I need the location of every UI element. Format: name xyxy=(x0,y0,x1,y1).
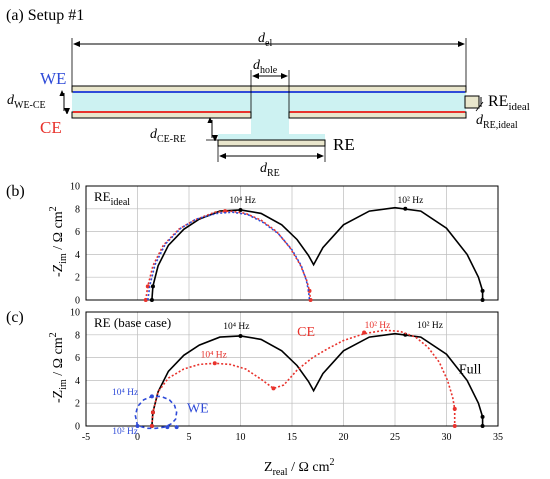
x-tick-label: 35 xyxy=(493,432,503,443)
data-point-we xyxy=(165,425,170,430)
y-axis-title: -Zim / Ω cm2 xyxy=(48,206,69,277)
panel-b-nyquist-plot: 0 2 4 6 8 10 -Zim / Ω cm2 (b) REideal 10⁴ Hz 10² H… xyxy=(6,182,499,307)
frequency-annotation: 10² Hz xyxy=(112,427,138,437)
data-point-we xyxy=(149,394,154,399)
series-line-we xyxy=(134,395,178,430)
y-tick-label: 8 xyxy=(75,330,80,341)
y-tick-label: 2 xyxy=(75,273,80,284)
x-tick-label: 5 xyxy=(187,432,192,443)
d-we-ce-label: dWE-CE xyxy=(7,93,46,111)
data-point-full xyxy=(480,424,485,428)
panel-label: (c) xyxy=(6,309,24,326)
x-tick-label: 20 xyxy=(339,432,349,443)
frequency-annotation: 10⁴ Hz xyxy=(223,322,249,332)
series-line-full xyxy=(151,332,484,427)
data-point-ce xyxy=(452,424,457,428)
data-point-full xyxy=(480,414,485,419)
y-tick-label: 6 xyxy=(75,227,80,238)
y-tick-label: 8 xyxy=(75,204,80,215)
setup-title: (a) Setup #1 xyxy=(6,7,84,24)
data-point-full xyxy=(480,298,485,302)
d-ce-re-label: dCE-RE xyxy=(150,127,186,145)
y-axis-title: -Zim / Ω cm2 xyxy=(48,332,69,403)
legend-text: RE (base case) xyxy=(94,315,171,330)
frequency-annotation: 10² Hz xyxy=(398,196,424,206)
y-tick-label: 4 xyxy=(75,376,80,387)
electrolyte-hole xyxy=(251,112,289,138)
data-point-full xyxy=(480,288,485,293)
ce-label: CE xyxy=(40,118,62,137)
data-point-full xyxy=(238,207,243,212)
data-point-ce xyxy=(149,424,154,428)
d-hole-label: dhole xyxy=(253,58,278,76)
frequency-annotation: 10⁴ Hz xyxy=(229,196,255,206)
re-ideal-label: REideal xyxy=(488,93,530,113)
we-label: WE xyxy=(40,69,66,88)
data-point-ce xyxy=(362,330,367,335)
data-point-full xyxy=(149,298,154,302)
data-point-full xyxy=(403,206,408,211)
data-point-we xyxy=(174,425,179,430)
d-re-ideal-arrow xyxy=(475,101,484,112)
data-point-ce xyxy=(212,361,217,366)
curve-label: WE xyxy=(187,401,209,416)
x-tick-label: 15 xyxy=(287,432,297,443)
frequency-annotation: 10⁴ Hz xyxy=(201,351,227,361)
data-point-full xyxy=(150,284,155,289)
series-line-full xyxy=(151,206,484,301)
d-el-label: del xyxy=(258,31,272,49)
d-re-label: dRE xyxy=(260,161,280,179)
x-tick-label: 10 xyxy=(236,432,246,443)
re-label: RE xyxy=(333,135,355,154)
x-tick-label: 0 xyxy=(135,432,140,443)
x-tick-label: 25 xyxy=(390,432,400,443)
y-tick-label: 10 xyxy=(70,308,80,319)
legend-text: REideal xyxy=(94,189,130,208)
electrolyte-under-re xyxy=(218,134,325,140)
y-tick-label: 10 xyxy=(70,182,80,193)
data-point-we xyxy=(135,424,140,428)
y-tick-label: 0 xyxy=(75,296,80,307)
data-point-ce xyxy=(271,386,276,391)
x-tick-label: 30 xyxy=(442,432,452,443)
data-point-ce xyxy=(452,406,457,411)
data-point-full xyxy=(238,333,243,338)
setup-schematic: (a) Setup #1 WE CE RE REideal del dhol xyxy=(6,7,530,179)
d-re-ideal-label: dRE,ideal xyxy=(476,113,518,131)
data-point-ideal-red xyxy=(143,298,148,302)
frequency-annotation: 10² Hz xyxy=(417,321,443,331)
curve-label: Full xyxy=(459,363,482,378)
plot-frame xyxy=(85,311,499,427)
x-axis-title: Zreal / Ω cm2 xyxy=(264,457,334,478)
y-tick-label: 6 xyxy=(75,353,80,364)
plot-frame xyxy=(85,185,499,301)
frequency-annotation: 10² Hz xyxy=(365,321,391,331)
series-line-ideal-red xyxy=(144,210,312,301)
series-line-ideal-blue xyxy=(147,211,311,301)
y-tick-label: 2 xyxy=(75,399,80,410)
y-tick-label: 0 xyxy=(75,422,80,433)
curve-label: CE xyxy=(297,325,315,340)
data-point-ce xyxy=(150,410,155,415)
series-line-ce xyxy=(151,329,456,427)
frequency-annotation: 10⁴ Hz xyxy=(112,388,138,398)
y-tick-label: 4 xyxy=(75,250,80,261)
re-ideal-electrode xyxy=(464,95,480,109)
panel-label: (b) xyxy=(6,183,25,200)
x-tick-label: -5 xyxy=(82,432,90,443)
re-electrode xyxy=(217,139,326,147)
